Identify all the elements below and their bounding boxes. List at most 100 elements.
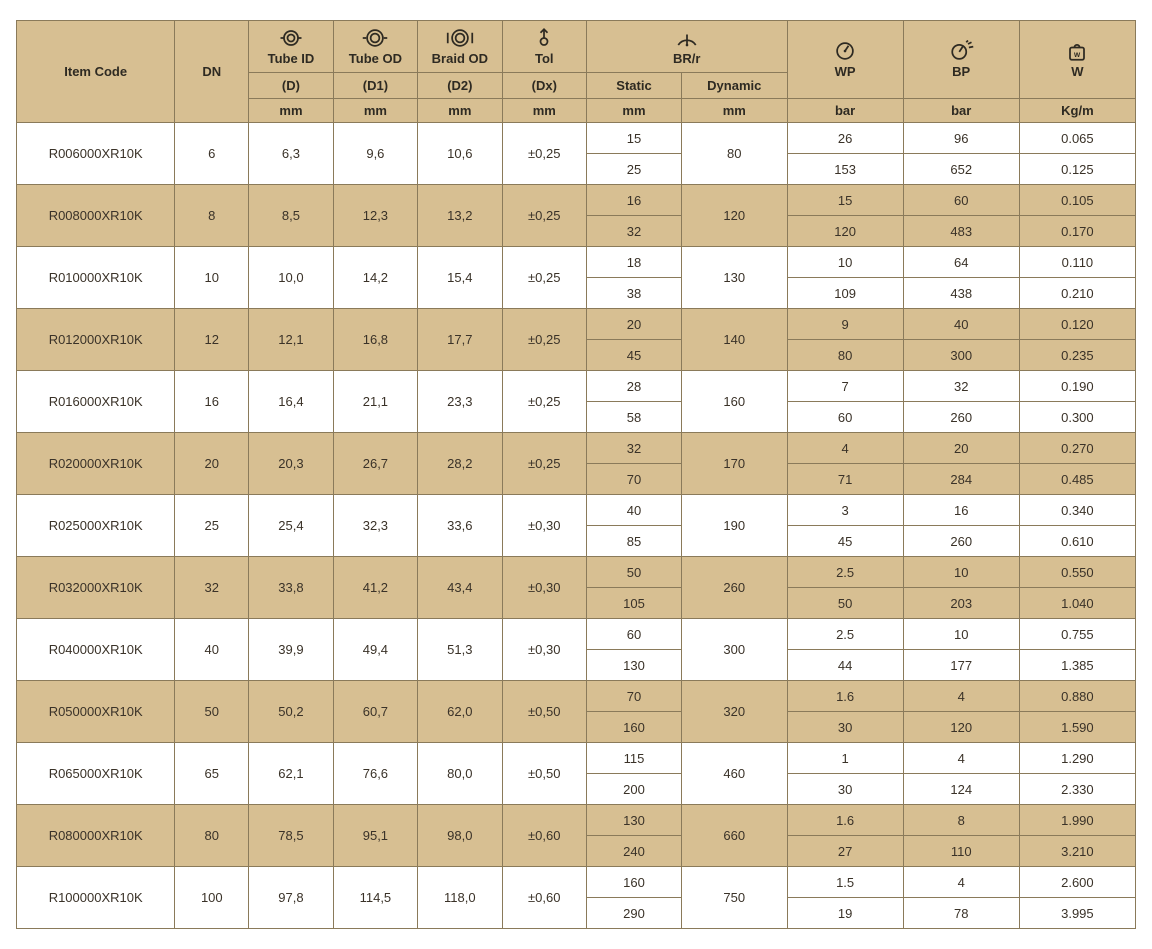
col-bp-label: BP [952,64,970,79]
cell-wp: 3 [787,495,903,526]
cell-d2: 13,2 [418,185,502,247]
cell-wp: 1.5 [787,867,903,898]
cell-bp: 300 [903,340,1019,371]
cell-bp: 4 [903,867,1019,898]
cell-d2: 33,6 [418,495,502,557]
cell-tol: ±0,25 [502,309,586,371]
sub-d: (D) [249,73,333,99]
cell-item-code: R010000XR10K [17,247,175,309]
cell-w: 0.105 [1019,185,1135,216]
cell-d1: 26,7 [333,433,417,495]
cell-tol: ±0,50 [502,681,586,743]
unit-d1: mm [333,99,417,123]
cell-static: 58 [586,402,681,433]
cell-dynamic: 160 [681,371,787,433]
cell-dn: 12 [175,309,249,371]
cell-d1: 12,3 [333,185,417,247]
cell-wp: 27 [787,836,903,867]
cell-tol: ±0,30 [502,619,586,681]
cell-bp: 96 [903,123,1019,154]
cell-wp: 44 [787,650,903,681]
cell-bp: 4 [903,743,1019,774]
cell-bp: 10 [903,557,1019,588]
cell-item-code: R008000XR10K [17,185,175,247]
cell-tol: ±0,25 [502,371,586,433]
cell-wp: 60 [787,402,903,433]
cell-w: 1.290 [1019,743,1135,774]
cell-bp: 284 [903,464,1019,495]
unit-bp: bar [903,99,1019,123]
cell-w: 0.190 [1019,371,1135,402]
cell-bp: 60 [903,185,1019,216]
cell-d2: 15,4 [418,247,502,309]
cell-static: 15 [586,123,681,154]
sub-static: Static [586,73,681,99]
cell-wp: 50 [787,588,903,619]
cell-wp: 2.5 [787,619,903,650]
table-row: R065000XR10K6562,176,680,0±0,50115460141… [17,743,1136,774]
cell-bp: 438 [903,278,1019,309]
cell-static: 115 [586,743,681,774]
cell-wp: 71 [787,464,903,495]
cell-d2: 80,0 [418,743,502,805]
cell-item-code: R040000XR10K [17,619,175,681]
cell-static: 290 [586,898,681,929]
col-w: w W [1019,21,1135,99]
cell-item-code: R016000XR10K [17,371,175,433]
table-row: R080000XR10K8078,595,198,0±0,601306601.6… [17,805,1136,836]
table-body: R006000XR10K66,39,610,6±0,25158026960.06… [17,123,1136,929]
cell-bp: 8 [903,805,1019,836]
unit-wp: bar [787,99,903,123]
cell-bp: 20 [903,433,1019,464]
cell-w: 1.590 [1019,712,1135,743]
cell-static: 60 [586,619,681,650]
cell-tol: ±0,25 [502,247,586,309]
cell-tol: ±0,25 [502,433,586,495]
cell-item-code: R100000XR10K [17,867,175,929]
cell-w: 0.210 [1019,278,1135,309]
cell-d1: 14,2 [333,247,417,309]
cell-d2: 43,4 [418,557,502,619]
cell-dn: 16 [175,371,249,433]
cell-dynamic: 190 [681,495,787,557]
cell-dn: 65 [175,743,249,805]
cell-w: 0.125 [1019,154,1135,185]
cell-d: 62,1 [249,743,333,805]
cell-static: 16 [586,185,681,216]
gauge-burst-icon [947,40,975,62]
cell-tol: ±0,60 [502,805,586,867]
col-item-code: Item Code [17,21,175,123]
sub-d2: (D2) [418,73,502,99]
cell-bp: 10 [903,619,1019,650]
col-braid-od-label: Braid OD [432,51,488,66]
cell-w: 0.485 [1019,464,1135,495]
cell-w: 0.120 [1019,309,1135,340]
cell-bp: 32 [903,371,1019,402]
cell-dynamic: 750 [681,867,787,929]
table-row: R040000XR10K4039,949,451,3±0,30603002.51… [17,619,1136,650]
cell-wp: 2.5 [787,557,903,588]
cell-w: 0.110 [1019,247,1135,278]
table-row: R032000XR10K3233,841,243,4±0,30502602.51… [17,557,1136,588]
cell-wp: 4 [787,433,903,464]
cell-d: 39,9 [249,619,333,681]
cell-w: 2.600 [1019,867,1135,898]
cell-d2: 98,0 [418,805,502,867]
cell-d2: 23,3 [418,371,502,433]
col-wp: WP [787,21,903,99]
cell-d1: 32,3 [333,495,417,557]
cell-tol: ±0,25 [502,185,586,247]
cell-dn: 50 [175,681,249,743]
cell-bp: 4 [903,681,1019,712]
cell-d: 6,3 [249,123,333,185]
unit-d: mm [249,99,333,123]
cell-w: 3.210 [1019,836,1135,867]
cell-wp: 80 [787,340,903,371]
spec-table: Item Code DN Tube ID Tube OD Braid OD [16,20,1136,929]
cell-dynamic: 300 [681,619,787,681]
cell-bp: 124 [903,774,1019,805]
cell-wp: 30 [787,774,903,805]
cell-wp: 26 [787,123,903,154]
cell-static: 160 [586,867,681,898]
table-row: R100000XR10K10097,8114,5118,0±0,60160750… [17,867,1136,898]
